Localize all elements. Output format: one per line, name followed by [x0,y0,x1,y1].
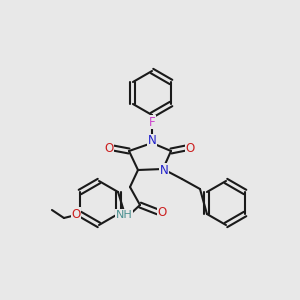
Text: NH: NH [116,210,132,220]
Text: O: O [185,142,195,154]
Text: N: N [148,134,156,148]
Text: O: O [104,142,114,154]
Text: F: F [149,116,155,128]
Text: O: O [71,208,81,220]
Text: O: O [158,206,166,218]
Text: N: N [160,164,168,176]
